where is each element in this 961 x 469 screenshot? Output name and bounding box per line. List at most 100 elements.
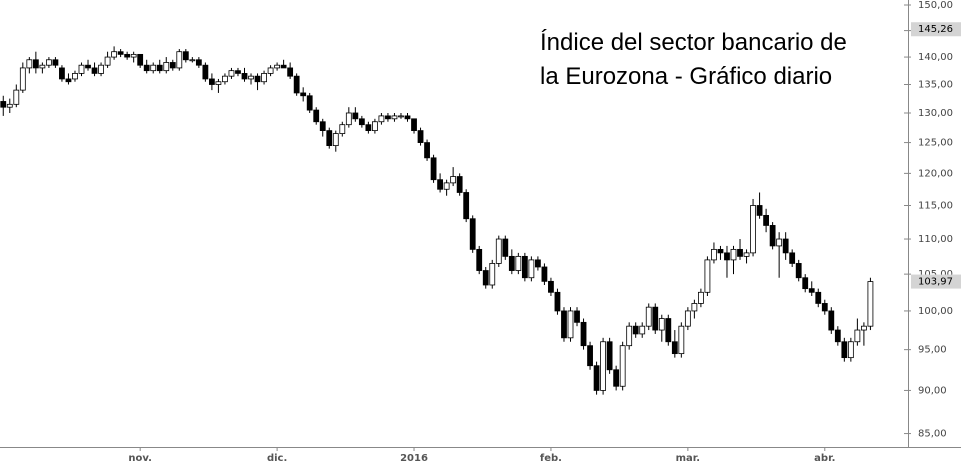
candle-body	[130, 53, 137, 58]
candle-body	[847, 341, 854, 359]
candle-body	[365, 124, 372, 132]
candle-body	[443, 182, 450, 190]
candle-body	[548, 280, 554, 293]
candle-body	[763, 214, 769, 226]
candle-body	[91, 67, 98, 74]
candle-body	[371, 121, 378, 132]
candle-body	[561, 310, 567, 339]
candle-body	[352, 112, 359, 120]
candle-body	[698, 291, 704, 304]
price-label: 145,26	[918, 24, 953, 35]
y-tick-label: 140,00	[918, 52, 953, 63]
candle-body	[776, 238, 783, 247]
candle-body	[32, 59, 39, 69]
candle-body	[215, 81, 222, 85]
candle-body	[39, 64, 46, 69]
candle-body	[554, 291, 561, 312]
candle-body	[515, 255, 522, 271]
candle-body	[163, 62, 170, 72]
x-tick-label: mar.	[676, 453, 700, 464]
candle-body	[639, 325, 646, 335]
candle-body	[313, 109, 320, 123]
candle-body	[508, 255, 515, 271]
candle-body	[867, 281, 874, 327]
x-tick-label: nov.	[128, 453, 152, 464]
candle-body	[580, 321, 587, 347]
candle-body	[104, 56, 111, 66]
candle-body	[124, 53, 131, 58]
candle-body	[756, 205, 763, 216]
candle-body	[717, 248, 724, 254]
candle-body	[13, 89, 20, 105]
candle-body	[176, 51, 183, 69]
candle-body	[78, 64, 85, 74]
candle-body	[98, 64, 104, 74]
price-label: 103,97	[918, 277, 953, 288]
candle-body	[404, 115, 411, 120]
candle-body	[652, 306, 659, 331]
candle-body	[541, 266, 548, 282]
candle-body	[684, 310, 691, 327]
candle-body	[72, 73, 78, 80]
candle-body	[463, 192, 470, 220]
y-tick-label: 100,00	[918, 306, 953, 317]
candle-body	[489, 263, 496, 286]
price-marker	[911, 22, 961, 37]
candle-body	[795, 263, 802, 279]
y-tick-label: 120,00	[918, 168, 953, 179]
candle-body	[300, 92, 307, 97]
candle-body	[411, 118, 417, 132]
y-tick-label: 110,00	[918, 234, 953, 245]
candle-body	[456, 176, 463, 193]
candle-body	[769, 225, 776, 247]
candle-body	[326, 130, 333, 147]
candle-body	[730, 248, 737, 261]
y-tick-label: 125,00	[918, 138, 953, 149]
candle-body	[841, 341, 848, 359]
chart-title: Índice del sector bancario de la Eurozon…	[540, 29, 847, 90]
candle-body	[319, 121, 326, 132]
candle-body	[782, 238, 789, 254]
candle-body	[861, 325, 867, 331]
candle-body	[424, 142, 430, 159]
candle-body	[828, 310, 835, 331]
candle-body	[437, 179, 444, 190]
candle-body	[671, 341, 678, 355]
candle-body	[704, 259, 711, 293]
candle-body	[665, 318, 672, 343]
candle-body	[332, 133, 339, 147]
candle-body	[574, 310, 580, 323]
candle-body	[391, 115, 398, 120]
candle-body	[137, 53, 144, 66]
candle-body	[52, 59, 59, 66]
candle-body	[182, 51, 189, 61]
candle-body	[626, 325, 633, 347]
candle-body	[567, 310, 574, 339]
y-tick-label: 85,00	[918, 429, 947, 440]
candle-body	[358, 118, 365, 126]
candle-body	[306, 95, 313, 111]
candle-body	[150, 64, 157, 72]
candle-body	[208, 78, 215, 85]
candle-body	[339, 124, 346, 134]
candle-body	[450, 176, 457, 184]
x-tick-label: feb.	[540, 453, 562, 464]
candle-body	[789, 252, 796, 264]
candle-body	[261, 73, 267, 83]
candle-body	[802, 277, 809, 290]
candle-body	[117, 51, 124, 55]
candle-body	[737, 248, 743, 257]
candle-body	[502, 238, 509, 257]
candle-body	[658, 318, 665, 331]
candle-body	[521, 255, 528, 279]
candle-body	[156, 64, 163, 72]
candle-body	[235, 70, 241, 74]
candle-body	[691, 303, 698, 312]
candle-body	[678, 325, 685, 355]
candle-body	[6, 103, 13, 108]
x-tick-label: abr.	[814, 453, 835, 464]
candle-body	[254, 75, 261, 83]
candle-body	[111, 51, 117, 58]
y-tick-label: 135,00	[918, 80, 953, 91]
